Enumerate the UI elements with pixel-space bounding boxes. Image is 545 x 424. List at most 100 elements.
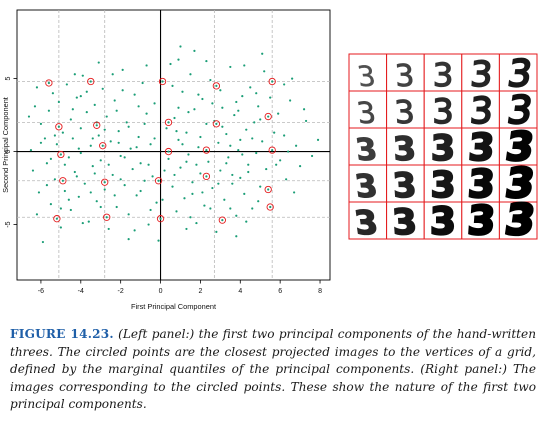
data-point xyxy=(298,165,302,168)
digit-glyph: 3 xyxy=(503,159,538,207)
data-point xyxy=(35,213,39,216)
circle-marker xyxy=(87,77,95,86)
circle-marker xyxy=(268,146,276,154)
figure-caption: FIGURE 14.23. (Left panel:) the first tw… xyxy=(10,326,536,414)
circle-marker xyxy=(266,203,274,211)
data-point xyxy=(149,143,152,146)
data-point xyxy=(291,77,294,80)
circle-marker xyxy=(59,177,67,185)
data-point xyxy=(65,83,68,86)
data-point xyxy=(229,207,232,210)
data-point xyxy=(199,172,202,175)
circled-data-point xyxy=(105,216,108,219)
data-point xyxy=(203,204,206,207)
x-tick-label: 6 xyxy=(278,288,282,295)
data-point xyxy=(221,106,224,109)
digit-cell-border xyxy=(498,164,538,203)
data-point xyxy=(243,192,246,195)
data-point xyxy=(293,191,296,194)
plot-frame xyxy=(16,9,331,281)
data-point xyxy=(185,227,188,231)
digit-cell-border xyxy=(348,127,388,166)
data-point xyxy=(185,160,188,163)
data-point xyxy=(119,154,122,158)
digit-image-grid: 3 3 3 3 33 3 3 3 33 3 3 3 33 3 3 3 33 3 3 3 3 xyxy=(348,53,540,243)
digit-cell: 3 xyxy=(386,53,425,94)
digit-glyph: 3 xyxy=(355,60,377,93)
data-point xyxy=(259,118,262,121)
data-point xyxy=(177,138,180,141)
digit-glyph: 3 xyxy=(469,91,495,132)
circle-marker xyxy=(202,146,211,154)
data-point xyxy=(163,169,166,172)
digit-glyph: 3 xyxy=(432,92,453,131)
data-point xyxy=(59,207,62,210)
data-point xyxy=(67,156,70,159)
data-point xyxy=(77,195,80,198)
data-point xyxy=(135,146,138,149)
data-point xyxy=(123,156,126,159)
data-point xyxy=(225,162,228,165)
digit-glyph: 3 xyxy=(430,199,456,243)
circle-marker xyxy=(164,118,173,127)
caption-text: (Left panel:) the first two principal co… xyxy=(10,327,536,412)
data-point xyxy=(81,221,84,225)
data-point xyxy=(223,198,226,201)
x-tick-label: -2 xyxy=(118,288,124,295)
data-point xyxy=(179,45,182,48)
data-point xyxy=(177,58,180,61)
circled-data-point xyxy=(159,217,162,220)
digit-glyph: 3 xyxy=(393,95,415,131)
digit-cell: 3 xyxy=(423,164,463,207)
zero-axes xyxy=(17,10,330,280)
data-point xyxy=(33,105,37,108)
circled-data-point xyxy=(89,80,92,83)
data-point xyxy=(173,116,176,120)
data-point xyxy=(195,163,198,166)
digit-cell-border xyxy=(348,53,388,92)
data-point xyxy=(197,93,200,96)
circled-points xyxy=(45,77,276,224)
data-point xyxy=(147,163,150,166)
circle-marker xyxy=(99,142,107,150)
digit-cell-border xyxy=(423,53,463,92)
data-point xyxy=(79,151,82,155)
data-point xyxy=(261,52,264,55)
data-point xyxy=(35,86,39,89)
digit-glyph: 3 xyxy=(355,96,378,130)
digit-cell-border xyxy=(348,201,388,240)
data-point xyxy=(304,119,308,123)
data-point xyxy=(239,176,242,179)
circled-data-point xyxy=(47,81,50,85)
data-point xyxy=(241,95,244,98)
data-point xyxy=(289,99,292,102)
circled-data-point xyxy=(59,153,62,156)
data-point xyxy=(251,137,254,140)
digit-glyph: 3 xyxy=(352,203,380,242)
data-point xyxy=(205,59,208,63)
data-point xyxy=(105,115,108,118)
digit-glyph: 3 xyxy=(466,198,497,243)
data-point xyxy=(255,92,258,95)
data-point xyxy=(193,108,196,111)
data-point xyxy=(257,105,260,108)
data-point xyxy=(85,90,88,93)
data-point xyxy=(89,191,92,194)
data-point xyxy=(127,213,130,216)
data-point xyxy=(37,191,41,194)
data-point xyxy=(247,170,250,174)
data-point xyxy=(219,169,222,172)
circled-data-point xyxy=(269,205,272,209)
digit-glyph: 3 xyxy=(353,133,379,168)
y-axis-label: Second Principal Component xyxy=(1,97,10,193)
data-point xyxy=(119,178,122,181)
data-point xyxy=(195,221,198,225)
circle-marker xyxy=(268,77,276,86)
data-point xyxy=(201,97,204,101)
data-point xyxy=(115,109,118,112)
data-point xyxy=(231,173,234,177)
data-point xyxy=(287,150,290,153)
circle-marker xyxy=(156,215,165,223)
digit-cell: 3 xyxy=(461,196,500,243)
data-point xyxy=(189,216,192,219)
